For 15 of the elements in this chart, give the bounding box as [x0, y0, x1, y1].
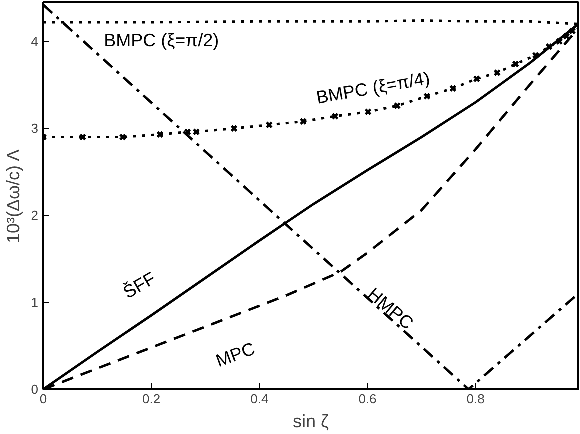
y-tick-label: 1	[31, 295, 39, 310]
x-tick-label: 0.6	[358, 392, 377, 406]
x-tick-label: 0.4	[250, 392, 269, 406]
y-tick-label: 4	[31, 34, 39, 50]
y-tick-label: 0	[31, 382, 39, 397]
y-axis-title: 10³(Δω/c) Λ	[3, 149, 24, 244]
x-axis-title: sin ζ	[293, 412, 330, 432]
y-tick-label: 3	[31, 121, 39, 136]
text: MPC	[213, 338, 258, 372]
series-label: BMPC (ξ=π/2)	[104, 30, 220, 50]
y-tick-label: 2	[31, 208, 39, 224]
x-tick-label: 0.2	[142, 392, 161, 406]
text: ŠFF	[120, 268, 160, 303]
x-tick-label: 0.8	[466, 392, 485, 406]
text: BMPC (ξ=π/4)	[314, 68, 432, 108]
